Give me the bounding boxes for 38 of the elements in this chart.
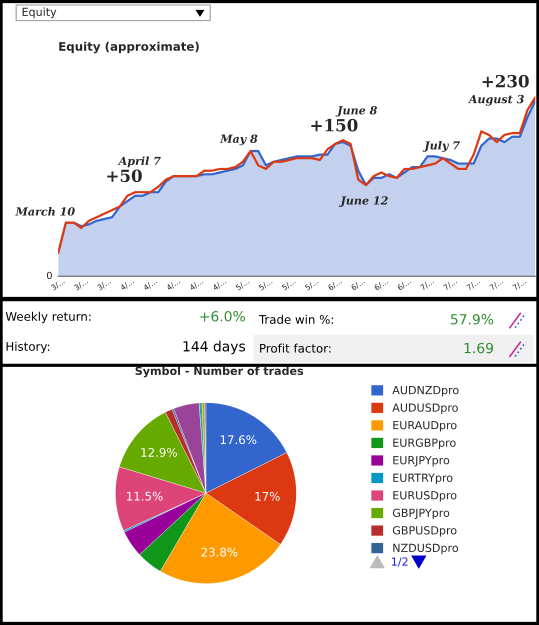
legend-label: NZDUSDpro <box>393 544 458 554</box>
data-label: 23.8% <box>201 548 238 557</box>
data-label: 17% <box>255 492 280 501</box>
text: History: <box>6 342 50 354</box>
legend-label: AUDUSDpro <box>392 403 458 414</box>
text: +230 <box>482 74 529 88</box>
data-label: 11.5% <box>127 492 163 501</box>
text: 1/2 <box>392 557 408 567</box>
annotation: August 3 <box>468 94 524 106</box>
annotation: March 10 <box>15 207 75 216</box>
text: +6.0% <box>200 311 245 322</box>
legend-label: GBPUSDpro <box>392 526 456 537</box>
legend-label: EURGBPpro <box>393 438 456 450</box>
text: Equity <box>22 7 56 18</box>
legend-label: GBPJPYpro <box>392 508 450 520</box>
annotation: June 8 <box>336 106 377 117</box>
annotation: July 7 <box>422 140 460 152</box>
text: Weekly return: <box>6 312 90 324</box>
annotation: April 7 <box>118 156 161 168</box>
text: 57.9% <box>450 314 494 325</box>
annotation: June 12 <box>338 196 388 207</box>
text: 0 <box>46 272 52 280</box>
data-label: 17.6% <box>220 435 256 444</box>
legend-label: EURJPYpro <box>393 456 450 467</box>
text: 1.69 <box>464 342 494 354</box>
legend-label: EURUSDpro <box>393 491 456 502</box>
chart-title: Equity (approximate) <box>59 42 199 54</box>
text: 144 days <box>184 340 246 354</box>
text: Profit factor: <box>260 344 330 353</box>
text: Trade win %: <box>258 314 333 324</box>
legend-label: EURTRYpro <box>393 474 452 484</box>
annotation: +150 <box>311 118 358 132</box>
annotation: +50 <box>107 169 142 182</box>
legend-label: EURAUDpro <box>393 421 457 432</box>
chart-title: Symbol - Number of trades <box>136 366 304 378</box>
data-label: 12.9% <box>141 448 177 457</box>
legend-label: AUDNZDpro <box>392 386 459 396</box>
annotation: May 8 <box>220 134 258 146</box>
